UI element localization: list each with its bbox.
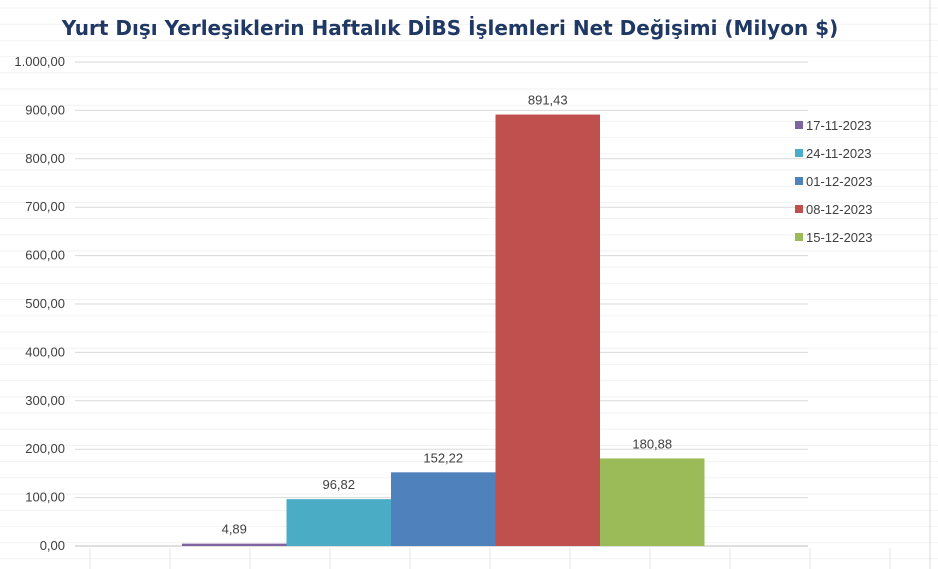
data-labels: 4,89 96,82 152,22 891,43 180,88 [222, 93, 673, 537]
y-tick-label: 200,00 [25, 441, 65, 456]
y-axis: 0,00 100,00 200,00 300,00 400,00 500,00 600,00… [14, 54, 65, 553]
y-tick-label: 400,00 [25, 344, 65, 359]
bar [182, 543, 287, 546]
legend-entry: 01-12-2023 [806, 174, 873, 189]
legend-swatch [795, 121, 803, 129]
legend-entry: 24-11-2023 [806, 146, 872, 161]
chart-title: Yurt Dışı Yerleşiklerin Haftalık DİBS İş… [61, 16, 838, 40]
legend-entry: 17-11-2023 [806, 118, 872, 133]
y-tick-label: 500,00 [25, 296, 65, 311]
legend-swatch [795, 149, 803, 157]
data-label: 4,89 [222, 522, 247, 537]
y-tick-label: 1.000,00 [14, 54, 65, 69]
data-label: 96,82 [322, 477, 355, 492]
y-tick-label: 0,00 [40, 538, 65, 553]
bar [286, 499, 391, 546]
data-label: 891,43 [528, 93, 568, 108]
y-tick-label: 900,00 [25, 102, 65, 117]
legend-swatch [795, 177, 803, 185]
data-label: 152,22 [423, 450, 463, 465]
data-label: 180,88 [632, 436, 672, 451]
legend: 17-11-2023 24-11-2023 01-12-2023 08-12-2023… [795, 118, 873, 245]
legend-swatch [795, 205, 803, 213]
legend-swatch [795, 233, 803, 241]
y-tick-label: 100,00 [25, 490, 65, 505]
bar [495, 114, 600, 546]
bars [182, 114, 705, 546]
y-tick-label: 800,00 [25, 151, 65, 166]
bar [600, 458, 705, 546]
y-tick-label: 600,00 [25, 248, 65, 263]
bar [391, 472, 496, 546]
legend-entry: 08-12-2023 [806, 202, 873, 217]
legend-entry: 15-12-2023 [806, 230, 873, 245]
y-tick-label: 700,00 [25, 199, 65, 214]
y-tick-label: 300,00 [25, 393, 65, 408]
